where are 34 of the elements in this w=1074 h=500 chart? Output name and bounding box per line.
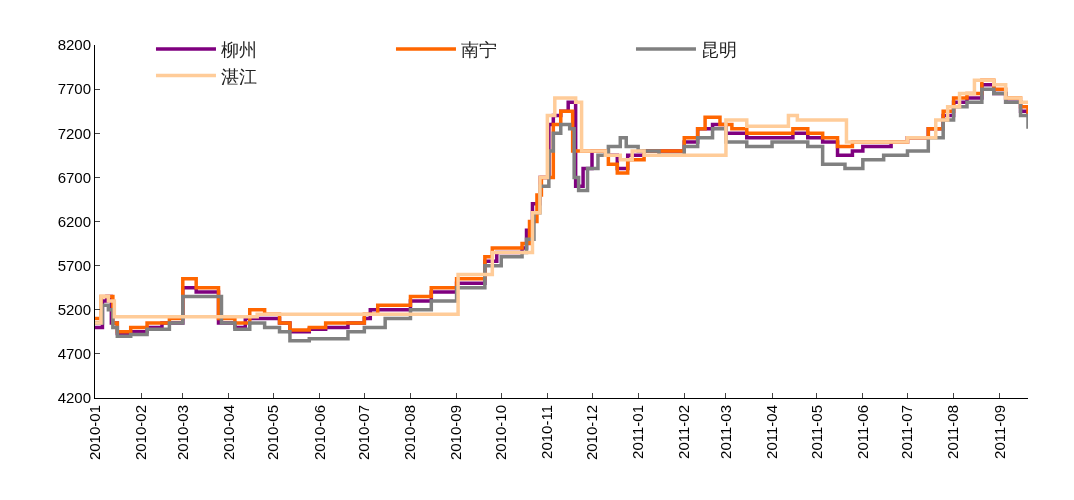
legend-label: 湛江 (220, 66, 257, 87)
y-tick-label: 6700 (57, 168, 91, 186)
x-tick-label: 2010-02 (132, 405, 150, 461)
x-tick-label: 2010-03 (173, 405, 191, 461)
y-tick-label: 4700 (57, 345, 91, 363)
x-tick-label: 2010-05 (264, 405, 282, 461)
x-tick-label: 2011-09 (990, 405, 1008, 459)
x-tick-label: 2010-08 (401, 405, 419, 461)
y-tick-label: 7700 (57, 80, 91, 98)
x-tick-label: 2011-06 (853, 405, 871, 459)
y-tick-label: 5200 (57, 301, 91, 318)
y-tick-label: 5700 (57, 256, 91, 274)
legend-label: 南宁 (460, 40, 497, 61)
x-tick-label: 2010-01 (85, 405, 103, 461)
x-tick-label: 2010-12 (582, 405, 600, 461)
x-tick-label: 2011-07 (898, 405, 916, 459)
y-tick-label: 7200 (57, 124, 91, 142)
y-tick-label: 8200 (57, 36, 91, 54)
x-tick-label: 2010-10 (492, 405, 510, 461)
legend-label: 柳州 (220, 40, 257, 61)
x-tick-label: 2010-09 (447, 405, 465, 461)
legend-label: 昆明 (700, 40, 737, 61)
x-tick-label: 2011-01 (629, 405, 647, 459)
x-tick-label: 2011-05 (807, 405, 825, 459)
y-tick-label: 4200 (57, 389, 91, 407)
x-tick-label: 2010-06 (310, 405, 328, 461)
x-tick-label: 2011-04 (762, 405, 780, 459)
x-tick-label: 2011-02 (675, 405, 693, 459)
x-tick-label: 2010-11 (538, 405, 556, 459)
x-tick-label: 2010-04 (219, 405, 237, 461)
x-tick-label: 2011-03 (716, 405, 734, 459)
x-tick-label: 2011-08 (944, 405, 962, 459)
x-tick-label: 2010-07 (355, 405, 373, 461)
y-tick-label: 6200 (57, 212, 91, 230)
